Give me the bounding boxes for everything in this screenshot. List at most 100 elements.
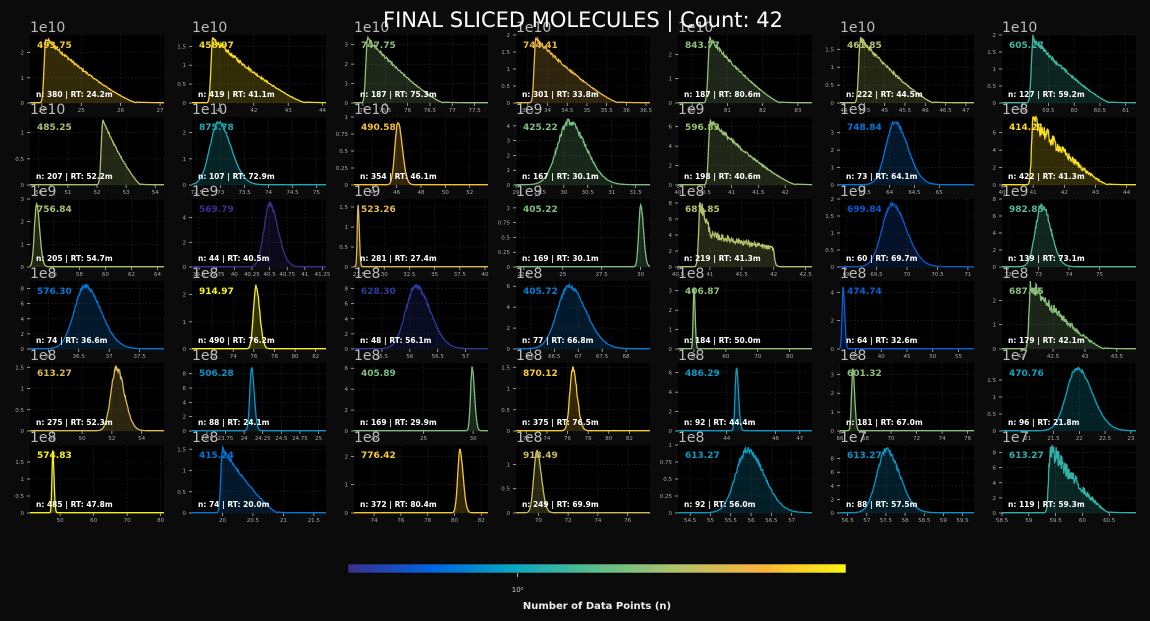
peak-area [354,37,488,103]
peak-line [30,282,164,350]
peak-area [678,36,812,103]
x-tick-label: 40 [675,190,682,196]
y-scale-exponent: 1e8 [192,348,218,364]
x-tick-label: 39.75 [209,272,225,278]
y-tick-label: 1 [507,462,511,468]
y-tick-label: 0 [507,429,511,435]
y-scale-exponent: 1e7 [840,430,866,446]
x-tick-label: 78 [585,436,592,442]
peak-area [192,37,326,103]
y-tick-label: 0 [831,347,835,353]
molecule-mz-label: 870.12 [523,369,558,379]
y-tick-label: 0.5 [501,487,510,493]
y-tick-label: 4 [993,481,997,487]
subplot: 41 42 43 44 0 0.5 1 1.5 458.97 n: 419 | RT: 41.1m… [177,20,326,114]
y-tick-label: 6 [183,386,187,392]
y-tick-label: 1 [507,206,511,212]
plot-area [354,35,488,103]
molecule-mz-label: 470.76 [1009,369,1044,379]
x-tick-label: 36.5 [640,108,653,114]
peak-line [354,121,488,186]
plot-area [678,35,812,103]
x-tick-label: 48 [49,436,56,442]
x-tick-label: 42.5 [799,272,812,278]
count-rt-label: n: 139 | RT: 73.1m [1008,254,1085,264]
x-tick-label: 22.5 [518,272,531,278]
count-rt-label: n: 301 | RT: 33.8m [522,90,599,100]
x-tick-label: 64 [154,272,161,278]
x-tick-label: 60 [102,272,109,278]
colorbar-gradient [347,563,847,574]
y-tick-label: 1 [831,231,835,237]
y-tick-label: 0.5 [339,149,348,155]
plot-area [840,445,974,513]
y-tick-label: 1 [507,67,511,73]
y-tick-label: 1 [345,483,349,489]
y-tick-label: 0.75 [498,221,511,227]
x-tick-label: 43.5 [1111,354,1124,360]
x-tick-label: 59.5 [956,518,969,524]
molecule-mz-label: 414.21 [1009,123,1044,133]
y-tick-label: 0 [831,429,835,435]
y-tick-label: 0 [345,183,349,189]
peak-area [1002,367,1136,431]
y-tick-label: 0 [507,511,511,517]
y-tick-label: 1 [831,410,835,416]
y-tick-label: 0 [669,429,673,435]
plot-area [30,35,164,103]
y-tick-label: 0 [831,101,835,107]
x-tick-label: 82 [312,354,319,360]
y-tick-label: 1.5 [339,205,348,211]
count-rt-label: n: 187 | RT: 80.6m [684,90,761,100]
subplot: 35 40 45 50 55 0 2 4 474.74 n: 64 | RT: 32.6m 1e8 [831,266,974,360]
x-tick-label: 40 [878,354,885,360]
peak-line [1002,366,1136,432]
y-tick-label: 1.5 [15,460,24,466]
x-tick-label: 41 [216,108,223,114]
y-scale-exponent: 1e9 [192,184,218,200]
x-tick-label: 41 [301,272,308,278]
y-tick-label: 2 [345,62,349,68]
x-tick-label: 25 [78,108,85,114]
y-tick-label: 2 [831,148,835,154]
y-scale-exponent: 1e10 [354,102,389,118]
count-rt-label: n: 44 | RT: 40.5m [198,254,270,264]
y-tick-label: 6 [507,284,511,290]
peak-line [678,367,812,432]
y-tick-label: 0.5 [663,477,672,483]
y-tick-label: 2 [669,164,673,170]
x-tick-label: 34 [544,108,551,114]
molecule-mz-label: 523.26 [361,205,396,215]
x-tick-label: 50 [57,518,64,524]
y-scale-exponent: 1e7 [1002,430,1028,446]
molecule-mz-label: 744.41 [523,41,558,51]
peak-line [191,120,326,186]
x-tick-label: 66.5 [548,354,561,360]
count-rt-label: n: 207 | RT: 52.2m [36,172,113,182]
y-scale-exponent: 1e10 [192,20,227,36]
subplot: 22.5 25 27.5 30 0 0.25 0.5 0.75 1 405.22 n: 169 | … [498,184,651,278]
x-tick-label: 21.5 [308,518,321,524]
x-tick-label: 50 [79,436,86,442]
x-tick-label: 44 [841,108,848,114]
y-tick-label: 1 [345,225,349,231]
x-tick-label: 74 [1066,272,1073,278]
x-tick-label: 36.5 [73,354,86,360]
molecule-mz-label: 506.28 [199,369,234,379]
x-tick-label: 55.5 [376,354,389,360]
y-tick-label: 1 [21,242,25,248]
x-tick-label: 30 [560,190,567,196]
x-tick-label: 36 [45,354,52,360]
x-tick-label: 27.5 [596,272,609,278]
x-tick-label: 80 [689,108,696,114]
x-tick-label: 60 [1071,108,1078,114]
y-tick-label: 4 [183,216,187,222]
x-tick-label: 47 [962,108,969,114]
x-tick-label: 60 [90,518,97,524]
molecule-mz-label: 405.89 [361,369,396,379]
y-tick-label: 2 [993,496,997,502]
y-tick-label: 1.5 [15,365,24,371]
y-tick-label: 0 [669,347,673,353]
subplot: 63.5 64 64.5 65 0 1 2 3 748.84 n: 73 | RT: 64.1m 1… [831,102,974,196]
